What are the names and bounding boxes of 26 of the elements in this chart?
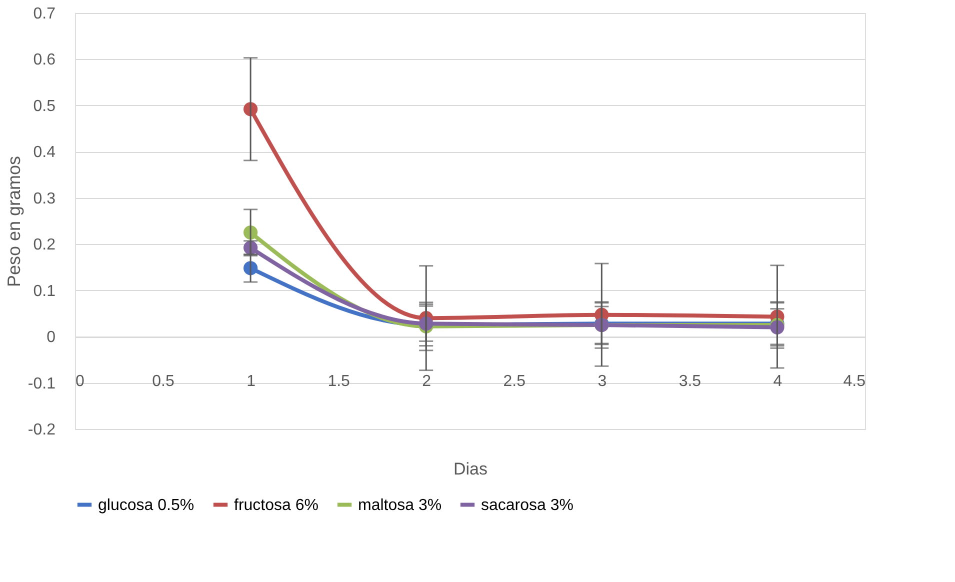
x-tick-label: 1.5 <box>328 373 350 390</box>
y-tick-label: 0.1 <box>33 282 56 300</box>
x-tick-label: 3 <box>598 373 607 390</box>
y-tick-label: -0.2 <box>28 422 56 438</box>
y-tick-label: 0.5 <box>33 98 56 115</box>
x-tick-label: 0 <box>76 373 84 390</box>
x-axis-title: Dias <box>453 460 488 478</box>
y-tick-label: 0.7 <box>33 6 56 22</box>
legend-label: glucosa 0.5% <box>98 496 194 514</box>
y-tick-label: 0.2 <box>33 236 56 254</box>
x-tick-label: 4 <box>773 373 782 390</box>
y-tick-label: 0 <box>46 329 56 346</box>
y-tick-label: 0.3 <box>33 190 56 208</box>
y-tick-label: 0.6 <box>33 52 56 69</box>
legend-label: fructosa 6% <box>234 496 318 514</box>
legend-label: maltosa 3% <box>358 496 442 514</box>
y-axis-title: Peso en gramos <box>4 156 24 288</box>
y-tick-label: 0.4 <box>33 144 56 162</box>
x-tick-label: 3.5 <box>678 373 702 390</box>
x-tick-label: 2.5 <box>503 373 526 390</box>
y-tick-label: -0.1 <box>28 375 56 392</box>
legend-label: sacarosa 3% <box>481 496 574 514</box>
x-tick-label: 0.5 <box>152 373 174 390</box>
x-tick-label: 2 <box>422 373 432 390</box>
x-tick-label: 1 <box>246 373 256 390</box>
x-tick-label: 4.5 <box>843 373 866 390</box>
